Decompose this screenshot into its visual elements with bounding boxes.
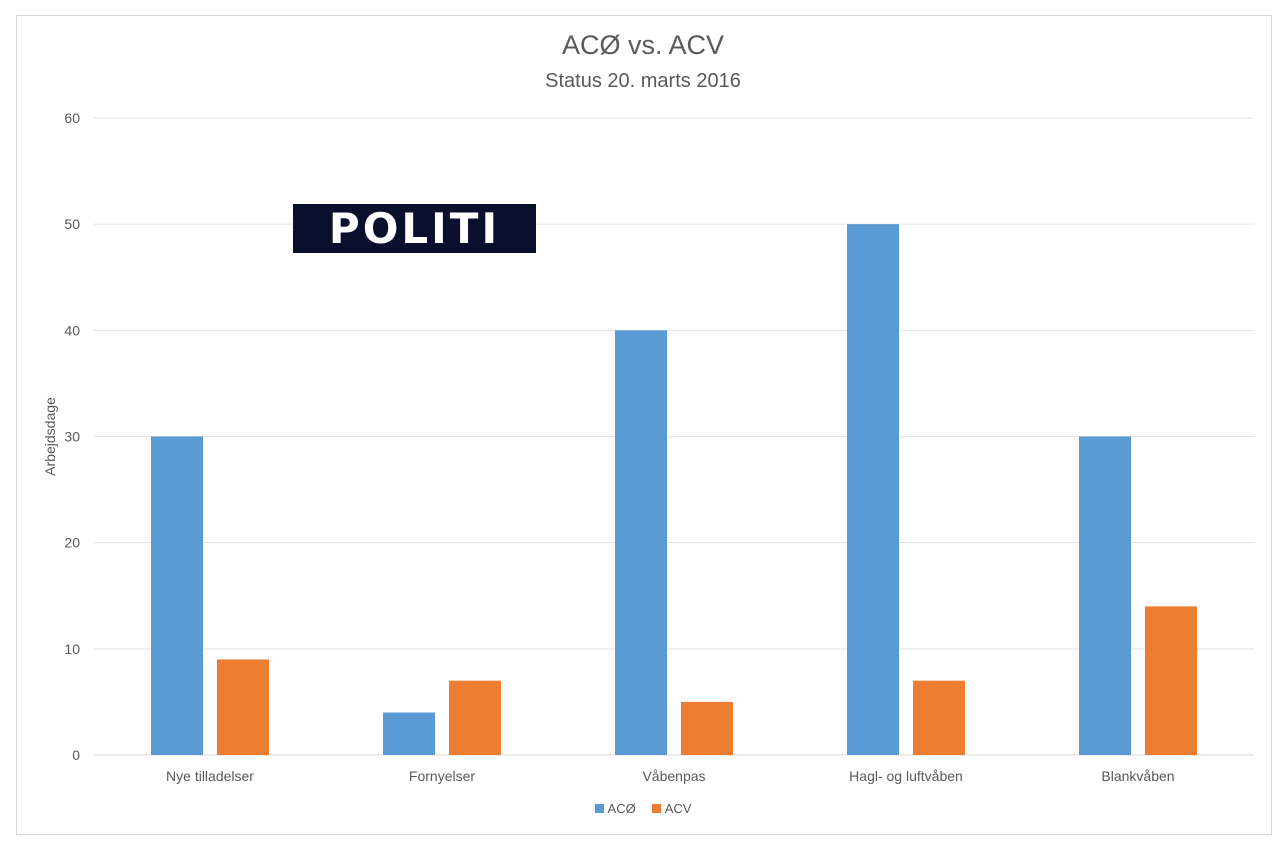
bar — [615, 330, 667, 755]
bar — [217, 659, 269, 755]
bar — [681, 701, 733, 755]
chart-subtitle: Status 20. marts 2016 — [545, 70, 741, 92]
x-tick-label: Fornyelser — [409, 768, 475, 784]
bar — [913, 680, 965, 755]
bar — [151, 436, 203, 755]
y-tick-label: 20 — [64, 535, 80, 551]
y-tick-label: 0 — [72, 747, 80, 763]
x-tick-label: Våbenpas — [642, 768, 705, 784]
chart-title: ACØ vs. ACV — [561, 30, 725, 60]
bar — [1079, 436, 1131, 755]
x-tick-label: Hagl- og luftvåben — [849, 768, 963, 784]
bar — [1145, 606, 1197, 755]
legend-label: ACØ — [607, 801, 636, 816]
y-tick-label: 50 — [64, 216, 80, 232]
x-tick-label: Nye tilladelser — [166, 768, 254, 784]
politi-logo-text: POLITI — [328, 203, 501, 253]
legend-item: ACØ — [594, 801, 636, 816]
legend: ACØ ACV — [0, 801, 1286, 816]
y-tick-label: 30 — [64, 429, 80, 445]
politi-logo: POLITI — [293, 204, 536, 253]
y-tick-label: 60 — [64, 110, 80, 126]
legend-item: ACV — [651, 801, 692, 816]
bar — [449, 680, 501, 755]
bar — [383, 712, 435, 755]
legend-swatch — [651, 804, 661, 813]
bar — [847, 224, 899, 755]
y-tick-label: 40 — [64, 322, 80, 338]
x-tick-label: Blankvåben — [1101, 768, 1174, 784]
y-tick-label: 10 — [64, 641, 80, 657]
legend-swatch — [594, 804, 604, 813]
y-axis-label: Arbejdsdage — [42, 397, 58, 476]
legend-label: ACV — [664, 801, 692, 816]
